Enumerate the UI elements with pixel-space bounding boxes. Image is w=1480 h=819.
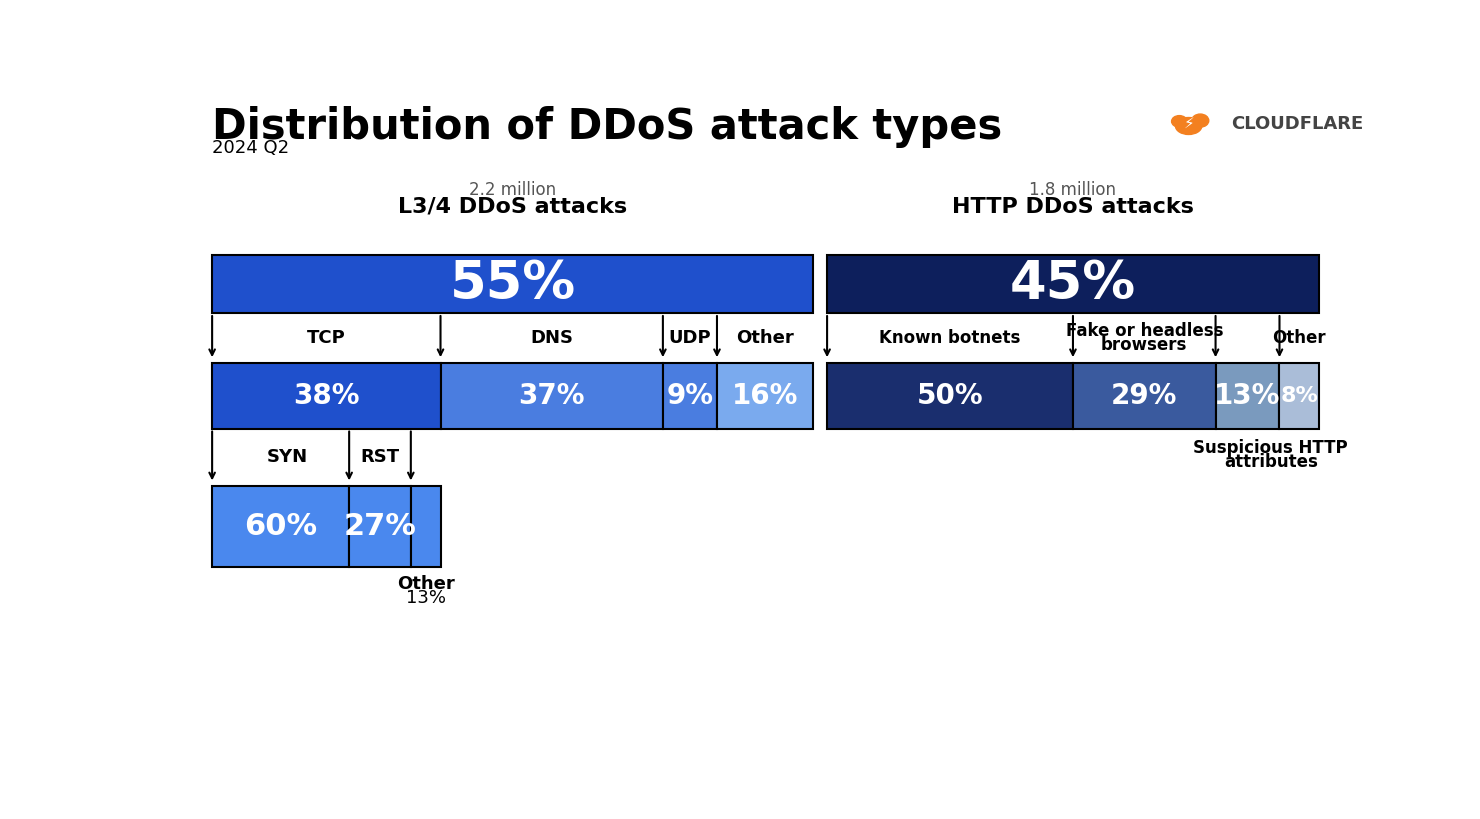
Text: Fake or headless: Fake or headless bbox=[1066, 322, 1222, 340]
FancyBboxPatch shape bbox=[411, 486, 441, 568]
Text: 2.2 million: 2.2 million bbox=[469, 181, 556, 199]
FancyBboxPatch shape bbox=[1073, 363, 1215, 428]
Ellipse shape bbox=[1175, 118, 1202, 134]
Text: 60%: 60% bbox=[244, 513, 317, 541]
Text: attributes: attributes bbox=[1224, 453, 1317, 471]
Ellipse shape bbox=[1191, 114, 1209, 127]
Text: 45%: 45% bbox=[1009, 258, 1137, 310]
Text: HTTP DDoS attacks: HTTP DDoS attacks bbox=[952, 197, 1194, 217]
Text: 13%: 13% bbox=[1214, 382, 1280, 410]
Ellipse shape bbox=[1172, 115, 1187, 127]
FancyBboxPatch shape bbox=[827, 363, 1073, 428]
Text: DNS: DNS bbox=[530, 329, 573, 347]
Text: Suspicious HTTP: Suspicious HTTP bbox=[1193, 439, 1348, 457]
Text: 29%: 29% bbox=[1111, 382, 1178, 410]
Text: 2024 Q2: 2024 Q2 bbox=[212, 139, 289, 157]
Text: TCP: TCP bbox=[306, 329, 346, 347]
Text: CLOUDFLARE: CLOUDFLARE bbox=[1231, 115, 1363, 133]
Text: L3/4 DDoS attacks: L3/4 DDoS attacks bbox=[398, 197, 628, 217]
Text: 37%: 37% bbox=[518, 382, 585, 410]
Text: browsers: browsers bbox=[1101, 336, 1187, 354]
FancyBboxPatch shape bbox=[716, 363, 813, 428]
FancyBboxPatch shape bbox=[663, 363, 716, 428]
Text: RST: RST bbox=[361, 449, 400, 467]
FancyBboxPatch shape bbox=[1280, 363, 1319, 428]
Text: 27%: 27% bbox=[343, 513, 416, 541]
FancyBboxPatch shape bbox=[441, 363, 663, 428]
Text: Other: Other bbox=[397, 575, 454, 593]
Text: 9%: 9% bbox=[666, 382, 713, 410]
Text: UDP: UDP bbox=[669, 329, 712, 347]
Text: Other: Other bbox=[736, 329, 793, 347]
Text: 55%: 55% bbox=[450, 258, 576, 310]
Text: 50%: 50% bbox=[916, 382, 983, 410]
Text: 13%: 13% bbox=[406, 589, 445, 607]
FancyBboxPatch shape bbox=[212, 256, 813, 313]
FancyBboxPatch shape bbox=[212, 363, 441, 428]
Text: 8%: 8% bbox=[1280, 386, 1319, 406]
FancyBboxPatch shape bbox=[349, 486, 411, 568]
FancyBboxPatch shape bbox=[212, 486, 349, 568]
Text: SYN: SYN bbox=[266, 449, 308, 467]
FancyBboxPatch shape bbox=[1215, 363, 1280, 428]
Text: 1.8 million: 1.8 million bbox=[1030, 181, 1116, 199]
Text: Other: Other bbox=[1273, 329, 1326, 347]
Text: ⚡: ⚡ bbox=[1184, 116, 1194, 131]
Text: Distribution of DDoS attack types: Distribution of DDoS attack types bbox=[212, 106, 1002, 147]
FancyBboxPatch shape bbox=[827, 256, 1319, 313]
Text: 38%: 38% bbox=[293, 382, 360, 410]
Text: Known botnets: Known botnets bbox=[879, 329, 1021, 347]
Text: 16%: 16% bbox=[733, 382, 798, 410]
